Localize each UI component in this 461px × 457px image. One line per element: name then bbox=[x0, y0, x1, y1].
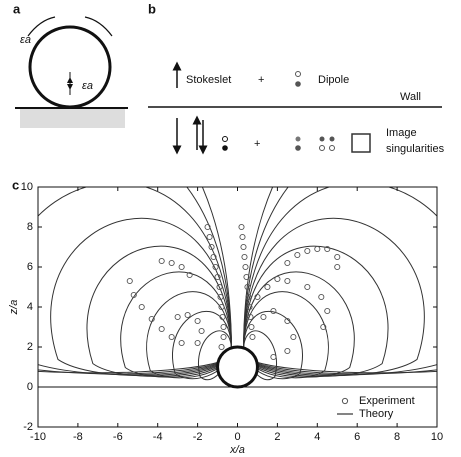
data-point bbox=[250, 334, 255, 339]
y-tick-label: 4 bbox=[27, 301, 33, 313]
image-label: Image bbox=[386, 127, 417, 139]
streamline bbox=[243, 272, 354, 377]
panel-label: a bbox=[13, 1, 21, 16]
data-point bbox=[325, 308, 330, 313]
streamline bbox=[243, 63, 461, 373]
data-point bbox=[285, 348, 290, 353]
data-point bbox=[159, 258, 164, 263]
panel-label: c bbox=[12, 177, 19, 192]
data-point bbox=[275, 276, 280, 281]
data-point bbox=[305, 284, 310, 289]
image-dot bbox=[295, 145, 301, 151]
image-dot bbox=[320, 137, 325, 142]
image-dot bbox=[320, 146, 325, 151]
data-point bbox=[207, 234, 212, 239]
wall-label: Wall bbox=[400, 91, 421, 103]
data-point bbox=[285, 278, 290, 283]
data-point bbox=[285, 260, 290, 265]
x-tick-label: 0 bbox=[234, 431, 240, 443]
data-point bbox=[271, 354, 276, 359]
epsilon-label: εa bbox=[20, 34, 31, 46]
data-point bbox=[127, 278, 132, 283]
y-tick-label: 2 bbox=[27, 341, 33, 353]
dipole-dot bbox=[295, 81, 301, 87]
x-tick-label: 10 bbox=[431, 431, 443, 443]
x-tick-label: -2 bbox=[193, 431, 203, 443]
image-dot bbox=[222, 145, 228, 151]
streamline bbox=[121, 272, 232, 377]
image-dot bbox=[296, 137, 301, 142]
streamline bbox=[243, 133, 461, 374]
data-point bbox=[315, 246, 320, 251]
y-axis-label: z/a bbox=[8, 300, 20, 316]
y-tick-label: 10 bbox=[21, 181, 33, 193]
streamline bbox=[243, 218, 424, 375]
data-point bbox=[221, 334, 226, 339]
data-point bbox=[242, 254, 247, 259]
data-point bbox=[195, 318, 200, 323]
substrate bbox=[20, 108, 125, 128]
data-point bbox=[291, 334, 296, 339]
plot-frame bbox=[38, 187, 437, 427]
image-label: singularities bbox=[386, 143, 445, 155]
data-point bbox=[175, 314, 180, 319]
data-point bbox=[179, 340, 184, 345]
data-point bbox=[249, 324, 254, 329]
figure: a εa εa b Stokeslet + Dipole Wall + Imag… bbox=[0, 0, 461, 457]
data-point bbox=[240, 234, 245, 239]
data-point bbox=[169, 260, 174, 265]
data-point bbox=[261, 314, 266, 319]
dipole-label: Dipole bbox=[318, 74, 349, 86]
legend-label: Theory bbox=[359, 408, 394, 420]
data-point bbox=[219, 344, 224, 349]
x-tick-label: -4 bbox=[153, 431, 163, 443]
rotlet-icon bbox=[352, 134, 370, 152]
x-tick-label: 2 bbox=[274, 431, 280, 443]
data-point bbox=[159, 326, 164, 331]
data-point bbox=[195, 340, 200, 345]
x-tick-label: 8 bbox=[394, 431, 400, 443]
data-point bbox=[243, 264, 248, 269]
epsilon-label: εa bbox=[82, 80, 93, 92]
data-point bbox=[185, 312, 190, 317]
x-tick-label: -6 bbox=[113, 431, 123, 443]
data-point bbox=[319, 294, 324, 299]
streamline bbox=[0, 133, 232, 374]
x-tick-label: -8 bbox=[73, 431, 83, 443]
sphere bbox=[218, 347, 258, 387]
data-point bbox=[265, 284, 270, 289]
data-point bbox=[241, 244, 246, 249]
y-tick-label: 6 bbox=[27, 261, 33, 273]
stokeslet-label: Stokeslet bbox=[186, 74, 231, 86]
panel-label: b bbox=[148, 1, 156, 16]
data-point bbox=[221, 324, 226, 329]
data-point bbox=[179, 264, 184, 269]
legend-marker bbox=[342, 398, 347, 403]
y-tick-label: -2 bbox=[23, 421, 33, 433]
x-tick-label: 4 bbox=[314, 431, 320, 443]
x-tick-label: 6 bbox=[354, 431, 360, 443]
data-point bbox=[335, 254, 340, 259]
streamline bbox=[243, 182, 461, 374]
data-point bbox=[239, 224, 244, 229]
x-axis-label: x/a bbox=[229, 444, 245, 456]
image-dot bbox=[330, 146, 335, 151]
plus: + bbox=[258, 74, 264, 86]
y-tick-label: 0 bbox=[27, 381, 33, 393]
streamline bbox=[51, 218, 232, 375]
data-point bbox=[335, 264, 340, 269]
image-dot bbox=[223, 137, 228, 142]
dipole-dot bbox=[296, 72, 301, 77]
image-dot bbox=[330, 137, 335, 142]
data-point bbox=[169, 334, 174, 339]
y-tick-label: 8 bbox=[27, 221, 33, 233]
plus: + bbox=[254, 138, 260, 150]
legend-label: Experiment bbox=[359, 395, 415, 407]
data-point bbox=[295, 252, 300, 257]
data-point bbox=[305, 248, 310, 253]
data-point bbox=[199, 328, 204, 333]
data-point bbox=[139, 304, 144, 309]
